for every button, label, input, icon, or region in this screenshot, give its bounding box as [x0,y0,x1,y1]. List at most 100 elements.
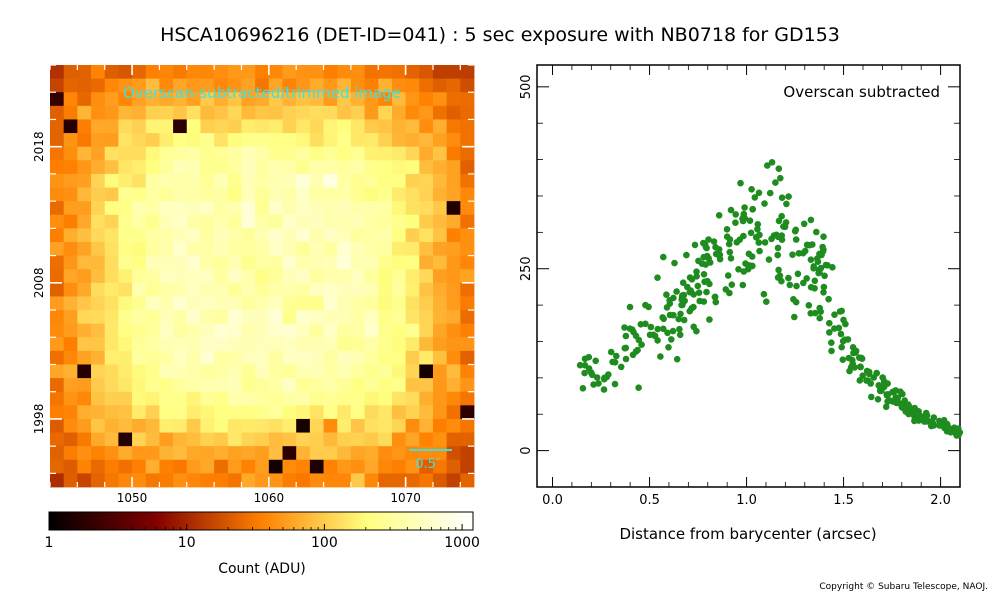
heatmap-cell [364,391,379,406]
heatmap-cell [268,228,283,243]
heatmap-cell [118,214,133,229]
heatmap-cell [432,214,448,229]
heatmap-cell [364,323,379,338]
heatmap-cell [446,337,461,352]
heatmap-cell [323,282,338,297]
heatmap-cell [227,459,242,474]
heatmap-cell [145,323,160,338]
scatter-point [673,288,680,295]
heatmap-cell [268,282,283,297]
heatmap-cell [173,105,188,120]
heatmap-cell [91,296,106,311]
scatter-point [668,336,675,343]
heatmap-cell [200,310,215,325]
heatmap-cell [364,473,379,488]
heatmap-cell [446,310,461,325]
scatter-point [728,281,736,289]
heatmap-cell [432,391,448,406]
heatmap-cell [391,214,407,229]
scatter-point [817,308,824,316]
heatmap-cell [460,146,475,161]
heatmap-cell [104,214,119,229]
scatter-point [800,220,808,228]
heatmap-cell [104,405,119,420]
heatmap-cell [118,323,133,338]
heatmap-cell [309,228,324,243]
heatmap-cell [227,310,242,325]
heatmap-cell [91,173,106,188]
heatmap-cell [337,418,352,433]
heatmap-cell [214,65,229,80]
heatmap-cell [378,146,393,161]
heatmap-cell [50,310,65,325]
heatmap-cell [364,105,379,120]
heatmap-cell [118,296,133,311]
heatmap-cell [255,133,270,148]
scatter-point [774,251,781,259]
heatmap-cell [460,282,475,297]
heatmap-cell [337,391,352,406]
heatmap-cell [186,446,201,461]
scatter-point [670,311,677,319]
heatmap-cell [159,323,174,338]
heatmap-cell [200,405,215,420]
scatter-point [691,241,699,249]
heatmap-cell [63,378,78,393]
heatmap-cell [77,459,92,474]
heatmap-cell [268,310,283,325]
heatmap-cell [296,78,311,93]
heatmap-cell [227,119,242,134]
heatmap-cell [296,160,311,175]
heatmap-cell [446,459,461,474]
heatmap-cell [255,255,270,270]
heatmap-cell [419,119,434,134]
heatmap-cell [337,160,352,175]
heatmap-cell [282,323,297,338]
heatmap-cell [77,241,92,256]
heatmap-cell [446,214,461,229]
heatmap-cell [145,173,160,188]
scatter-point [857,363,864,371]
heatmap-cell [200,350,215,365]
heatmap-cell [173,133,188,148]
heatmap-cell [91,187,106,202]
heatmap-cell [63,432,78,447]
heatmap-cell [227,432,242,447]
heatmap-cell [296,214,311,229]
heatmap-cell [227,146,242,161]
scatter-point [732,211,739,218]
heatmap-x-tick-label: 1070 [390,491,421,505]
heatmap-cell [77,119,92,134]
heatmap-cell [323,119,338,134]
heatmap-cell [132,65,147,80]
heatmap-cell [282,391,297,406]
heatmap-cell [77,228,92,243]
heatmap-cell [200,241,215,256]
scatter-point [870,374,877,381]
heatmap-cell [460,296,475,311]
heatmap-cell [145,255,160,270]
heatmap-cell [364,160,379,175]
heatmap-cell [118,337,133,352]
heatmap-cell [104,350,119,365]
heatmap-cell [405,473,420,488]
heatmap-cell [145,78,160,93]
heatmap-cell [378,405,393,420]
heatmap-cell [91,119,106,134]
heatmap-cell [241,378,256,393]
heatmap-cell [186,432,201,447]
heatmap-cell [282,65,297,80]
heatmap-cell [432,323,448,338]
heatmap-cell [173,432,188,447]
heatmap-y-tick-label: 2018 [32,131,46,162]
heatmap-cell [405,323,420,338]
heatmap-cell [364,282,379,297]
scatter-point [622,355,630,363]
heatmap-cell [91,432,106,447]
heatmap-cell [296,473,311,488]
scatter-point [839,356,847,364]
heatmap-cell [432,418,448,433]
heatmap-cell [350,323,365,338]
heatmap-cell [268,160,283,175]
heatmap-cell [77,201,92,216]
